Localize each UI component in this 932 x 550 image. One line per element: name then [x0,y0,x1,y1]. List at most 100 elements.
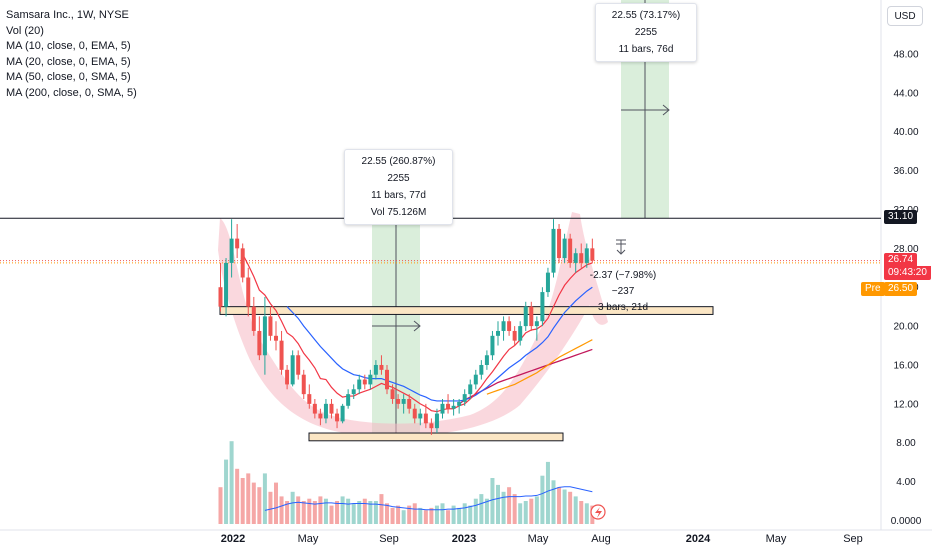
currency-button[interactable]: USD [887,6,923,26]
pre-market-label: Pre [861,282,885,296]
volume-bar [362,498,367,524]
x-tick-label: May [528,533,549,545]
candle-body [229,238,234,263]
candle-body [573,253,578,263]
candle-body [534,321,539,327]
candle-body [312,403,317,414]
volume-bar [484,498,489,524]
volume-bar [568,491,573,524]
candle-body [590,248,595,261]
legend-vol: Vol (20) [6,24,44,37]
candle-body [473,374,478,385]
candle-body [240,248,245,278]
y-tick-label: 36.00 [893,166,918,177]
measure-arrow-middle [372,320,421,332]
volume-bar [257,487,262,524]
x-tick-label: Aug [591,533,611,545]
x-tick-label: May [766,533,787,545]
volume-ma-line [264,486,593,511]
volume-bar [307,498,312,524]
volume-bar [440,503,445,524]
x-tick-label: 2023 [452,533,476,545]
candle-body [357,379,362,390]
candle-body [529,306,534,327]
measure-top-line2: 11 bars, 76d [618,44,674,55]
legend-ma200: MA (200, close, 0, SMA, 5) [6,86,137,99]
volume-bar [540,475,545,524]
candle-body [290,355,295,385]
candle-body [396,399,401,404]
volume-bar [446,510,451,524]
candle-body [568,238,573,263]
candle-body [373,364,378,375]
volume-bar [340,496,345,524]
flash-event-icon [590,504,606,520]
ma10-line [242,253,593,413]
volume-bar [545,461,550,524]
y-tick-label: 0.0000 [891,516,922,527]
candle-body [235,238,240,249]
y-tick-label: 40.00 [893,127,918,138]
volume-bar [579,501,584,524]
candle-body [512,330,517,341]
volume-bar [268,491,273,524]
volume-bar [318,496,323,524]
candle-body [346,394,351,406]
candle-body [462,394,467,402]
candle-body [262,316,267,356]
volume-bar [434,505,439,524]
candle-body [545,272,550,293]
candle-body [318,413,323,419]
ma20-line [286,286,593,402]
y-tick-label: 20.00 [893,322,918,333]
volume-bar [534,496,539,524]
volume-bar [301,501,306,524]
flash-icon-bolt [595,507,602,518]
candle-body [218,287,223,307]
candle-body [335,413,340,422]
volume-bar [379,494,384,524]
candle-body [457,401,462,406]
last-price-tag: 26.74 [884,253,918,267]
volume-bar [573,496,578,524]
candle-body [451,405,456,409]
legend-ma20: MA (20, close, 0, EMA, 5) [6,55,131,68]
measure-tooltip-middle: 22.55 (260.87%) 2255 11 bars, 77d Vol 75… [344,149,453,225]
volume-bar [390,507,395,524]
y-tick-label: 44.00 [893,88,918,99]
ma50-line [486,339,593,395]
volume-bar [290,491,295,524]
volume-bar [473,498,478,524]
candle-body [434,413,439,429]
measure-mid-line1: 22.55 (260.87%) 2255 [361,156,436,184]
volume-bar [407,505,412,524]
x-tick-label: May [298,533,319,545]
candle-body [279,340,284,370]
candle-body [379,364,384,370]
candle-body [562,238,567,259]
measure-small-line1: -2.37 (−7.98%) −237 [589,270,657,297]
volume-bar [490,478,495,524]
countdown-tag: 09:43:20 [884,266,931,280]
candle-body [246,277,251,307]
candle-body [557,228,562,259]
volume-bar [285,501,290,524]
volume-bar [323,498,328,524]
legend-ma10: MA (10, close, 0, EMA, 5) [6,40,131,52]
candle-body [518,326,523,341]
volume-bar [373,501,378,524]
volume-bar [468,505,473,524]
y-tick-label: 16.00 [893,360,918,371]
volume-bar [396,505,401,524]
volume-bar [401,510,406,524]
candle-body [274,335,278,341]
candle-body [251,306,256,331]
candle-body [446,403,451,409]
candle-body [551,228,556,273]
volume-bar [512,494,517,524]
measure-arrow-top [621,104,670,116]
legend-title: Samsara Inc., 1W, NYSE [6,9,129,21]
candle-body [407,399,412,409]
candle-body [401,399,406,404]
